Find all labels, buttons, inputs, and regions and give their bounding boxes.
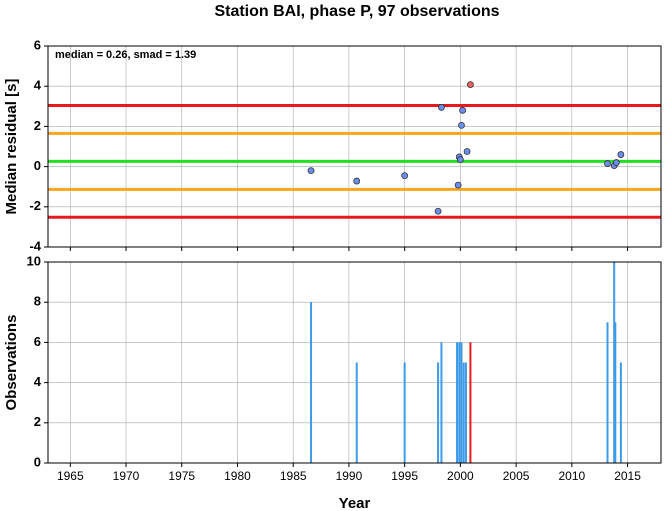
data-point bbox=[438, 103, 445, 111]
y-tick-label: 8 bbox=[34, 294, 41, 309]
x-tick-label: 2015 bbox=[614, 469, 641, 483]
y-tick-label: 6 bbox=[34, 37, 41, 52]
x-tick-label: 1985 bbox=[280, 469, 307, 483]
bar bbox=[614, 322, 617, 463]
x-tick-label: 2000 bbox=[447, 469, 474, 483]
x-tick-label: 1975 bbox=[168, 469, 195, 483]
data-point bbox=[617, 151, 625, 158]
x-tick-label: 1995 bbox=[391, 469, 418, 483]
x-tick-label: 1990 bbox=[336, 469, 363, 483]
x-tick-label: 2005 bbox=[503, 469, 530, 483]
bar bbox=[606, 322, 609, 463]
data-point bbox=[459, 106, 467, 114]
y-tick-label: 4 bbox=[34, 78, 42, 93]
y-tick-label: 4 bbox=[34, 374, 42, 389]
bar bbox=[464, 362, 467, 463]
x-tick-label: 2010 bbox=[558, 469, 585, 483]
bar bbox=[437, 362, 440, 463]
y-tick-label: 10 bbox=[27, 253, 41, 268]
data-point bbox=[434, 207, 442, 215]
y-tick-label: 0 bbox=[34, 454, 41, 469]
bar bbox=[403, 362, 406, 463]
y-axis-label: Median residual [s] bbox=[3, 79, 20, 215]
data-point bbox=[613, 159, 620, 166]
bar bbox=[440, 342, 443, 463]
data-point bbox=[463, 148, 471, 155]
bar bbox=[456, 342, 459, 463]
annotation: median = 0.26, smad = 1.39 bbox=[55, 49, 196, 61]
data-point bbox=[454, 181, 462, 189]
data-point bbox=[458, 121, 465, 129]
bar bbox=[310, 302, 313, 463]
plot-frame bbox=[47, 261, 662, 464]
x-axis-label: Year bbox=[339, 495, 371, 511]
chart-title: Station BAI, phase P, 97 observations bbox=[214, 3, 499, 20]
y-tick-label: 0 bbox=[34, 158, 41, 173]
bar bbox=[469, 342, 472, 463]
data-point bbox=[456, 156, 464, 163]
data-point bbox=[401, 172, 409, 180]
data-point bbox=[604, 160, 611, 167]
bar bbox=[619, 362, 622, 463]
data-point bbox=[467, 81, 474, 88]
x-tick-label: 1980 bbox=[224, 469, 251, 483]
data-point bbox=[353, 177, 361, 185]
y-axis-label: Observations bbox=[3, 315, 20, 411]
y-tick-label: 2 bbox=[34, 414, 41, 429]
plot-frame bbox=[47, 45, 662, 248]
bar bbox=[613, 262, 616, 463]
bar bbox=[460, 342, 463, 463]
bar bbox=[355, 362, 358, 463]
data-point bbox=[307, 167, 315, 175]
y-tick-label: -4 bbox=[29, 238, 41, 253]
bar bbox=[458, 342, 461, 463]
y-tick-label: 6 bbox=[34, 334, 41, 349]
x-tick-label: 1970 bbox=[113, 469, 140, 483]
y-tick-label: 2 bbox=[34, 118, 41, 133]
y-tick-label: -2 bbox=[29, 198, 41, 213]
x-tick-label: 1965 bbox=[57, 469, 84, 483]
bar bbox=[462, 362, 465, 463]
